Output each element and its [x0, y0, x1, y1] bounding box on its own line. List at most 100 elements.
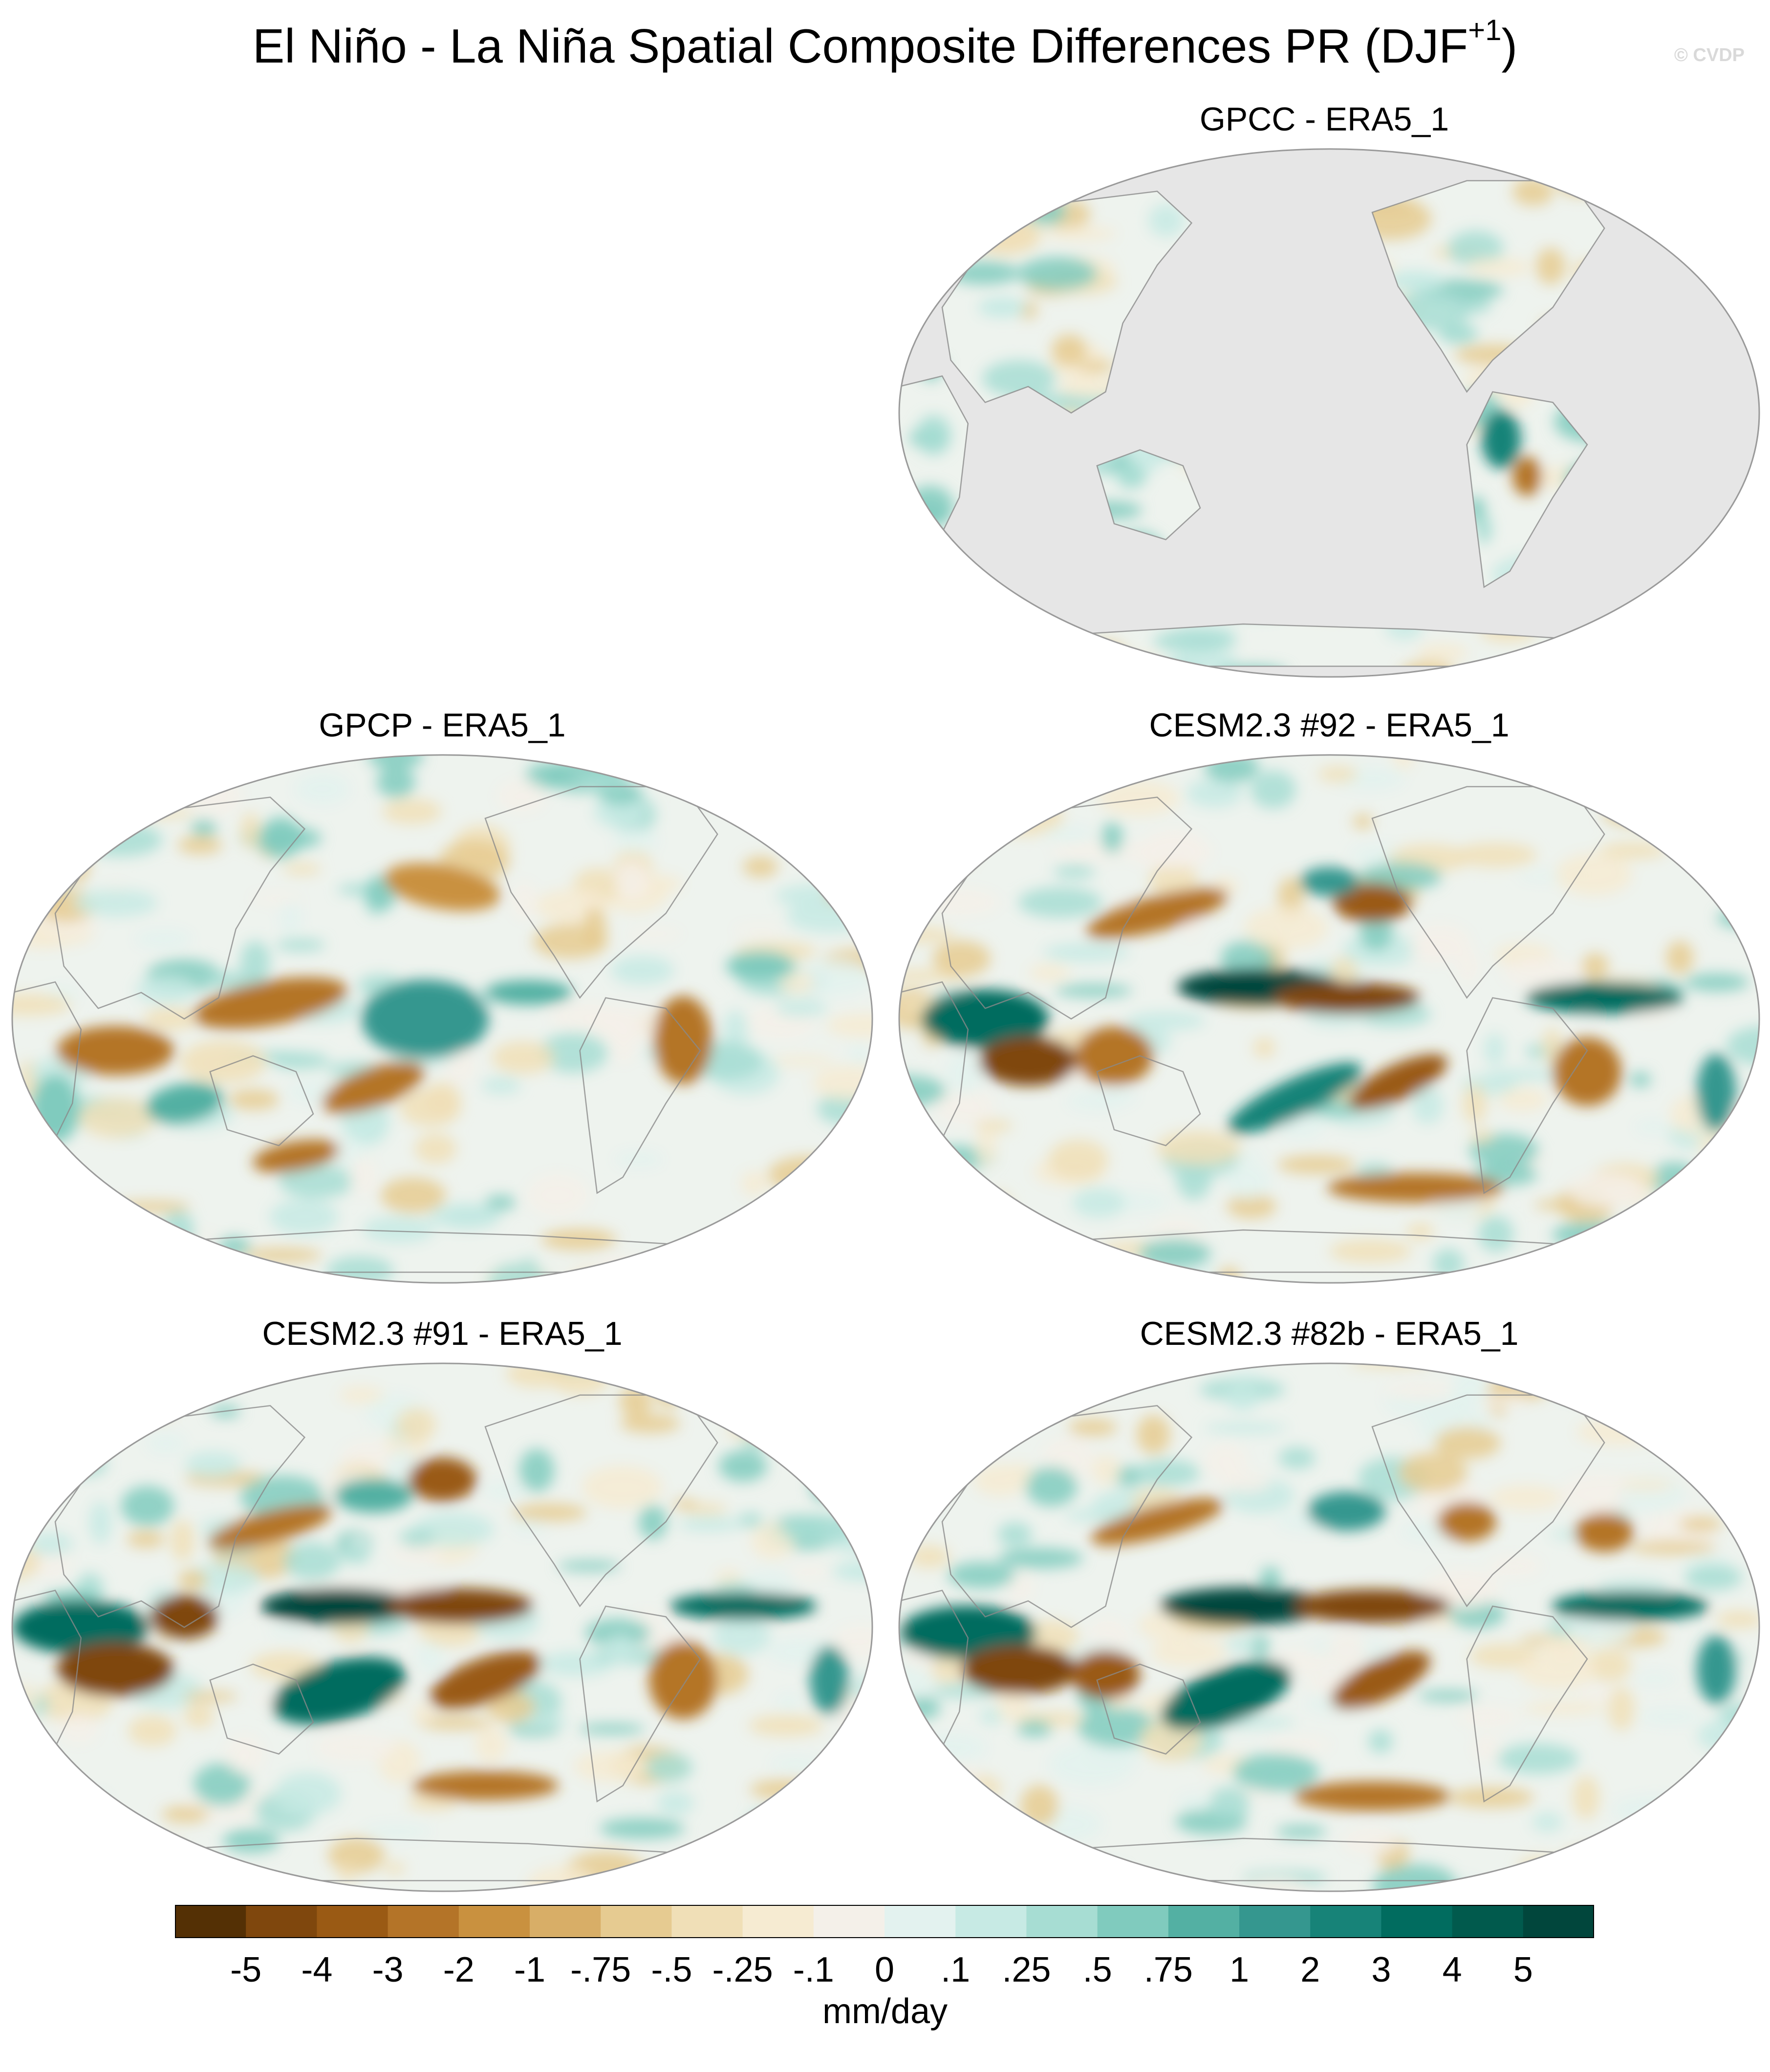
precip-anomaly-region — [322, 1061, 425, 1114]
precip-anomaly-texture — [931, 1656, 967, 1683]
colorbar-swatch — [530, 1905, 601, 1938]
precip-anomaly-texture — [1484, 1033, 1505, 1066]
precip-anomaly-texture — [161, 1806, 210, 1823]
precip-anomaly-texture — [1629, 1072, 1651, 1087]
precip-anomaly-texture — [1690, 1878, 1718, 1892]
precip-anomaly-region — [726, 951, 795, 981]
precip-anomaly-texture — [899, 1498, 930, 1519]
precip-anomaly-texture — [899, 1237, 942, 1281]
precip-anomaly-region — [1386, 271, 1445, 291]
precip-anomaly-texture — [771, 1055, 834, 1066]
precip-anomaly-region — [1071, 1650, 1140, 1700]
colorbar-swatch — [742, 1905, 814, 1938]
precip-anomaly-texture — [826, 1013, 872, 1038]
precip-anomaly-region — [978, 298, 1027, 317]
colorbar-swatch — [317, 1905, 389, 1938]
precip-anomaly-texture — [775, 999, 827, 1017]
precip-anomaly-region — [653, 996, 712, 1084]
precip-anomaly-texture — [1126, 837, 1214, 869]
precip-anomaly-region — [899, 1605, 1036, 1660]
precip-anomaly-texture — [118, 1405, 173, 1422]
precip-anomaly-texture — [1177, 1793, 1213, 1811]
precip-anomaly-texture — [1724, 842, 1759, 882]
colorbar-swatch — [1097, 1905, 1169, 1938]
precip-anomaly-region — [386, 1588, 533, 1624]
precip-anomaly-texture — [1126, 1011, 1206, 1031]
precip-anomaly-texture — [915, 1832, 938, 1870]
precip-anomaly-texture — [1043, 825, 1095, 843]
precip-anomaly-texture — [362, 1216, 435, 1243]
precip-anomaly-texture — [933, 207, 990, 250]
precip-anomaly-texture — [242, 1248, 322, 1263]
precip-anomaly-texture — [1717, 909, 1759, 928]
precip-anomaly-texture — [947, 1219, 1025, 1253]
precip-anomaly-texture — [1004, 759, 1057, 775]
precip-anomaly-texture — [539, 1363, 607, 1370]
precip-anomaly-texture — [337, 1863, 357, 1881]
precip-anomaly-texture — [645, 1753, 693, 1782]
colorbar-swatch — [601, 1905, 672, 1938]
precip-anomaly-texture — [1208, 1787, 1251, 1819]
precip-anomaly-texture — [1679, 1516, 1722, 1532]
precip-anomaly-texture — [903, 1696, 941, 1720]
precip-anomaly-texture — [315, 1733, 396, 1762]
precip-anomaly-region — [1437, 1502, 1496, 1541]
precip-anomaly-texture — [273, 1772, 342, 1815]
precip-anomaly-texture — [1029, 964, 1071, 981]
precip-anomaly-texture — [1671, 755, 1724, 782]
precip-anomaly-texture — [43, 871, 64, 888]
precip-anomaly-texture — [41, 755, 89, 772]
precip-anomaly-region — [1300, 867, 1359, 897]
colorbar-tick-label: 2 — [1300, 1950, 1320, 1989]
precip-anomaly-texture — [1470, 1129, 1493, 1143]
panel-title-gpcc: GPCC - ERA5_1 — [1199, 101, 1449, 138]
precip-anomaly-texture — [747, 1810, 783, 1845]
precip-anomaly-region — [1526, 982, 1683, 1014]
precip-anomaly-texture — [283, 1542, 341, 1580]
precip-anomaly-texture — [1656, 810, 1742, 833]
precip-anomaly-texture — [1067, 1092, 1124, 1111]
colorbar — [175, 1905, 1594, 1938]
precip-anomaly-texture — [1542, 1028, 1562, 1064]
precip-anomaly-texture — [809, 1870, 858, 1892]
precip-anomaly-texture — [1187, 778, 1243, 808]
precip-anomaly-texture — [743, 755, 772, 784]
precip-anomaly-texture — [763, 1840, 814, 1850]
precip-anomaly-texture — [1523, 1701, 1606, 1715]
precip-anomaly-region — [1294, 1589, 1450, 1623]
precip-anomaly-texture — [773, 1840, 812, 1864]
precip-anomaly-texture — [939, 1215, 993, 1257]
precip-anomaly-texture — [1031, 755, 1089, 770]
precip-anomaly-texture — [12, 1826, 65, 1850]
precip-anomaly-region — [260, 1588, 417, 1624]
colorbar-swatch — [813, 1905, 885, 1938]
map-outline — [898, 148, 1760, 678]
precip-anomaly-texture — [191, 819, 217, 837]
precip-anomaly-texture — [1720, 1118, 1759, 1148]
map-panel-cesm92 — [894, 753, 1764, 1285]
colorbar-tick-label: 1 — [1229, 1950, 1250, 1989]
precip-anomaly-texture — [576, 773, 626, 791]
precip-anomaly-texture — [1278, 1446, 1316, 1469]
precip-anomaly-region — [979, 1036, 1077, 1086]
precip-anomaly-texture — [1417, 643, 1468, 662]
precip-anomaly-texture — [657, 1791, 694, 1815]
precip-anomaly-texture — [901, 805, 965, 827]
coastline — [579, 1605, 701, 1803]
precip-anomaly-texture — [1543, 147, 1573, 159]
colorbar-swatch — [1239, 1905, 1311, 1938]
precip-anomaly-texture — [848, 1044, 870, 1064]
precip-anomaly-texture — [1101, 821, 1123, 853]
precip-anomaly-texture — [1572, 1775, 1600, 1819]
precip-anomaly-texture — [712, 1617, 771, 1655]
precip-anomaly-texture — [913, 1258, 949, 1283]
precip-anomaly-texture — [506, 1363, 571, 1388]
precip-anomaly-texture — [1721, 282, 1746, 300]
precip-anomaly-texture — [1018, 887, 1102, 918]
precip-anomaly-region — [1160, 1587, 1326, 1625]
precip-anomaly-texture — [193, 1763, 251, 1806]
precip-anomaly-texture — [810, 1470, 835, 1502]
colorbar-swatch — [246, 1905, 317, 1938]
precip-anomaly-region — [484, 980, 572, 1005]
precip-anomaly-texture — [260, 816, 302, 859]
